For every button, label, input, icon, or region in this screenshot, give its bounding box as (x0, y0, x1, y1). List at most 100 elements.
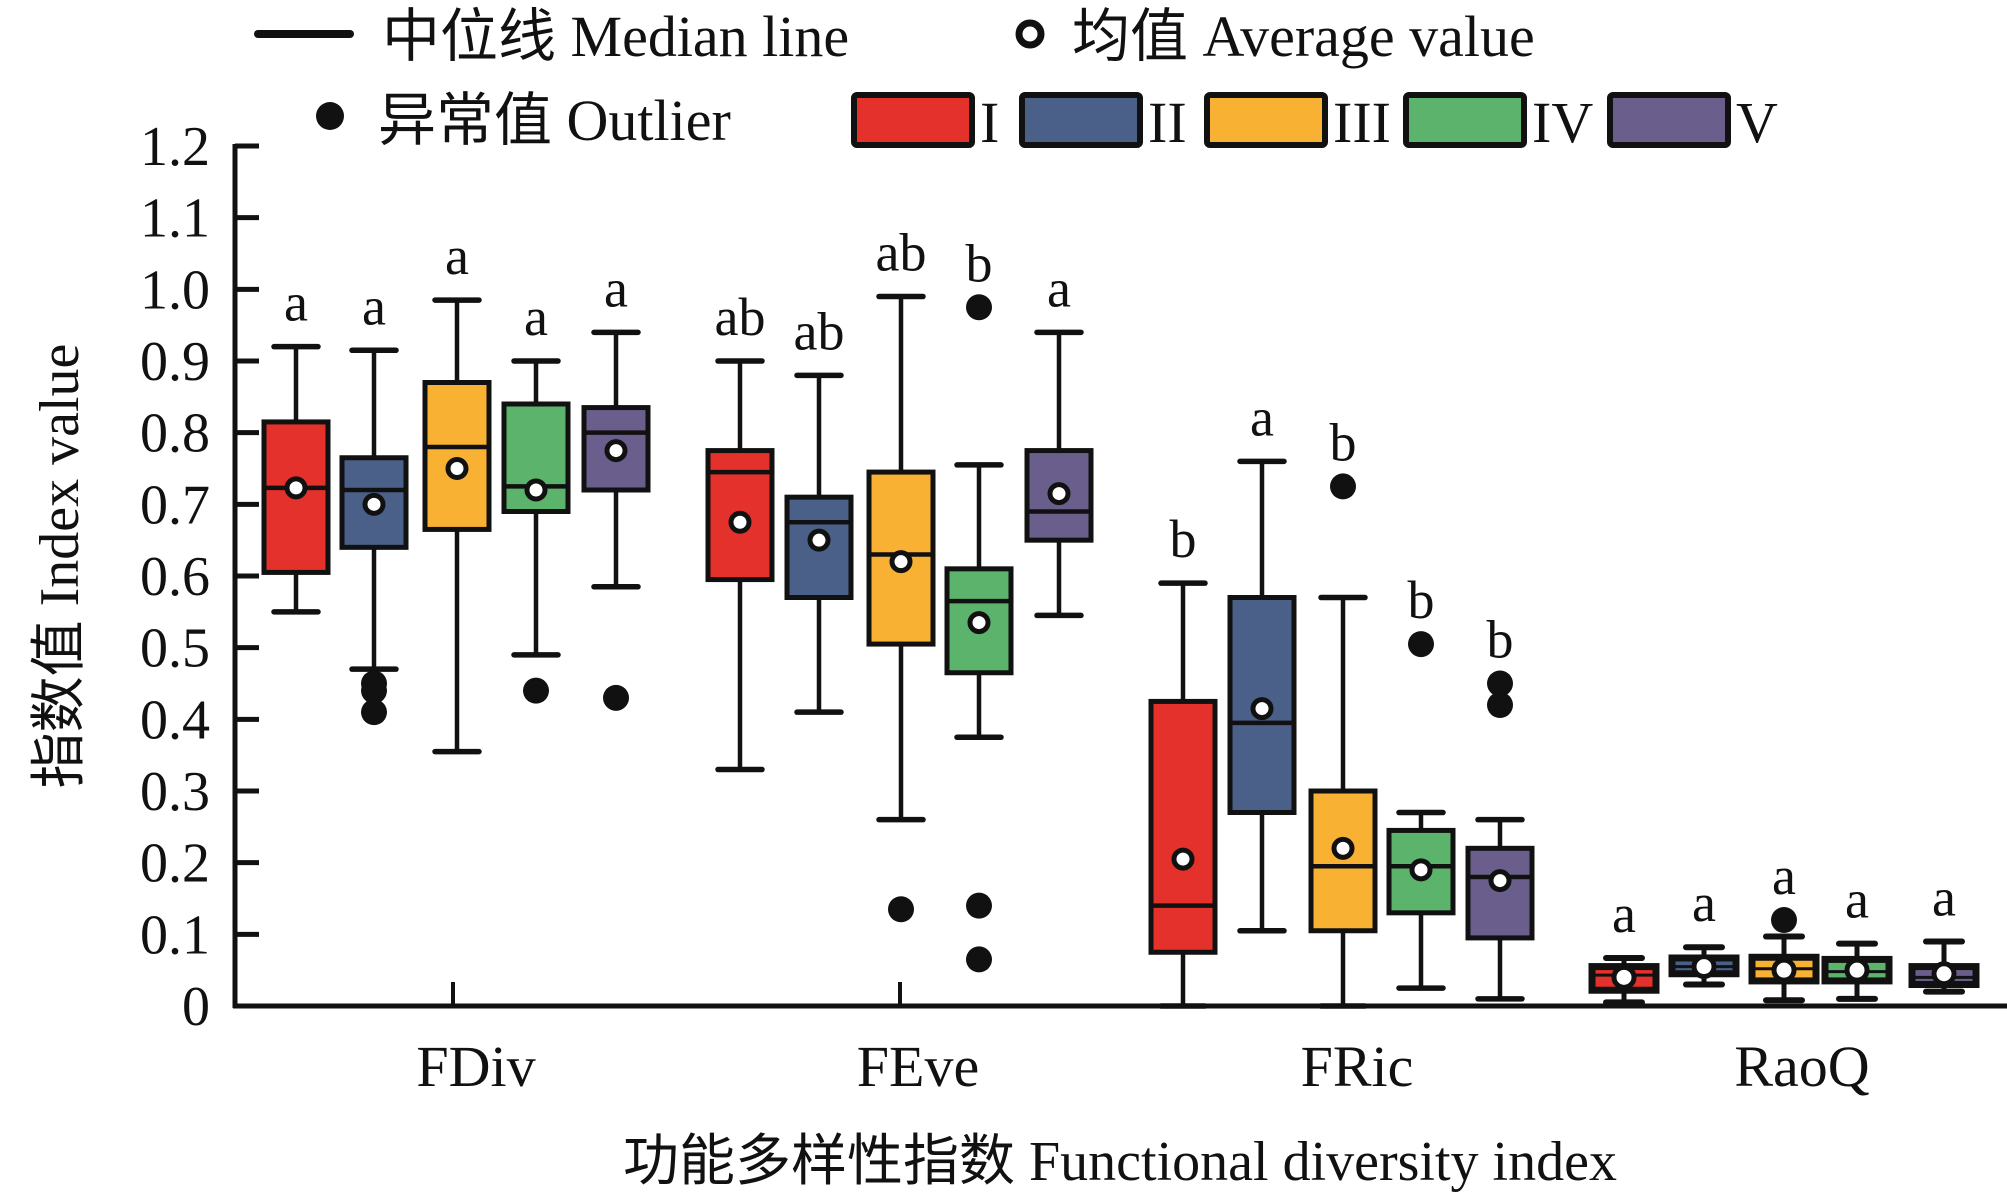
box-feve-v: a (1024, 258, 1094, 619)
significance-letter: a (362, 276, 386, 336)
legend-group-label: II (1148, 90, 1187, 155)
outlier-point (1408, 631, 1434, 658)
outlier-point (523, 677, 549, 704)
legend-swatch-iv (1403, 92, 1527, 148)
mean-marker (1409, 858, 1433, 882)
mean-marker (967, 611, 991, 635)
significance-letter: a (604, 258, 628, 318)
legend-swatch-ii (1019, 92, 1143, 148)
mean-marker (445, 457, 469, 480)
y-tick-label: 0 (182, 976, 210, 1038)
significance-letter: a (1932, 868, 1956, 928)
mean-marker (1331, 836, 1355, 860)
significance-letter: b (1487, 610, 1514, 670)
y-tick-label: 0.9 (140, 331, 210, 393)
outlier-point (361, 677, 387, 704)
mean-marker-icon (1015, 19, 1045, 49)
x-tick-label-fric: FRic (1301, 1034, 1414, 1099)
y-tick-label: 0.8 (140, 403, 210, 465)
significance-letter: a (1845, 870, 1869, 930)
significance-letter: a (445, 226, 469, 286)
significance-letter: a (1772, 846, 1796, 906)
legend-group-label: III (1333, 90, 1391, 155)
y-tick-label: 1.0 (140, 259, 210, 321)
y-tick-label: 0.6 (140, 546, 210, 608)
outlier-point (361, 699, 387, 726)
legend: 中位线 Median line 均值 Average value 异常值 Out… (254, 4, 1778, 155)
mean-marker (1771, 957, 1797, 983)
mean-marker (1931, 961, 1957, 987)
legend-mean-label: 均值 Average value (1072, 4, 1535, 69)
significance-letter: a (1250, 387, 1274, 447)
outlier-point (888, 896, 914, 923)
box-feve-ii: ab (784, 301, 854, 715)
mean-marker (889, 550, 913, 574)
box-fric-iii: b (1308, 412, 1378, 1009)
x-tick-label-feve: FEve (857, 1034, 979, 1099)
iqr-box (581, 405, 651, 493)
mean-marker (284, 476, 308, 500)
legend-groups: I II III IV V (851, 90, 1778, 155)
box-fric-iv: b (1386, 570, 1456, 991)
significance-letter: a (1692, 873, 1716, 933)
mean-marker (1691, 954, 1717, 980)
iqr-box (339, 455, 409, 550)
iqr-box (944, 566, 1014, 676)
mean-marker (1171, 847, 1195, 871)
mean-marker (1047, 482, 1071, 506)
significance-letter: a (524, 287, 548, 347)
significance-letter: ab (876, 223, 927, 283)
y-tick-label: 0.5 (140, 618, 210, 680)
box-feve-iii: ab (866, 223, 936, 923)
box-feve-iv: b (944, 233, 1014, 973)
mean-marker (362, 492, 386, 516)
x-ticks: FDiv FEve FRic RaoQ (416, 982, 1870, 1099)
mean-marker (807, 528, 831, 552)
iqr-box (501, 401, 571, 514)
legend-item-group-i: I (851, 90, 999, 155)
y-tick-label: 0.2 (140, 833, 210, 895)
legend-swatch-iii (1204, 92, 1328, 148)
iqr-box (1308, 788, 1378, 934)
outlier-point (966, 892, 992, 919)
significance-letter: a (284, 273, 308, 333)
outlier-point (966, 294, 992, 321)
legend-item-group-ii: II (1019, 90, 1187, 155)
x-tick-label-fdiv: FDiv (416, 1034, 535, 1099)
box-fdiv-iv: a (501, 287, 571, 704)
mean-marker (1488, 869, 1512, 893)
legend-item-group-iii: III (1204, 90, 1391, 155)
legend-item-mean: 均值 Average value (1015, 4, 1535, 69)
box-fdiv-i: a (261, 273, 331, 615)
iqr-box (1465, 845, 1535, 941)
legend-group-label: V (1736, 90, 1778, 155)
significance-letter: b (1170, 509, 1197, 569)
box-fric-ii: a (1227, 387, 1297, 934)
significance-letter: b (1408, 570, 1435, 630)
outlier-point (1487, 692, 1513, 718)
y-tick-label: 0.3 (140, 761, 210, 823)
mean-marker (728, 510, 752, 534)
y-tick-label: 0.1 (140, 904, 210, 966)
mean-marker (524, 478, 548, 502)
outlier-point (1771, 907, 1797, 933)
box-fric-v: b (1465, 610, 1535, 1002)
outlier-point (966, 946, 992, 973)
legend-item-median: 中位线 Median line (254, 4, 849, 69)
legend-swatch-v (1607, 92, 1731, 148)
box-fdiv-ii: a (339, 276, 409, 726)
box-raoq-v: a (1908, 868, 1980, 995)
significance-letter: b (966, 233, 993, 293)
significance-letter: a (1612, 884, 1636, 944)
axes (232, 144, 2007, 1009)
y-axis-title: 指数值 Index value (29, 344, 91, 789)
outlier-point (1487, 670, 1513, 697)
box-raoq-iv: a (1821, 870, 1893, 1002)
significance-letter: b (1330, 412, 1357, 472)
mean-marker (1611, 964, 1637, 990)
box-feve-i: ab (705, 287, 775, 773)
mean-marker (1250, 697, 1274, 721)
legend-group-label: IV (1532, 90, 1593, 155)
iqr-box (866, 469, 936, 647)
